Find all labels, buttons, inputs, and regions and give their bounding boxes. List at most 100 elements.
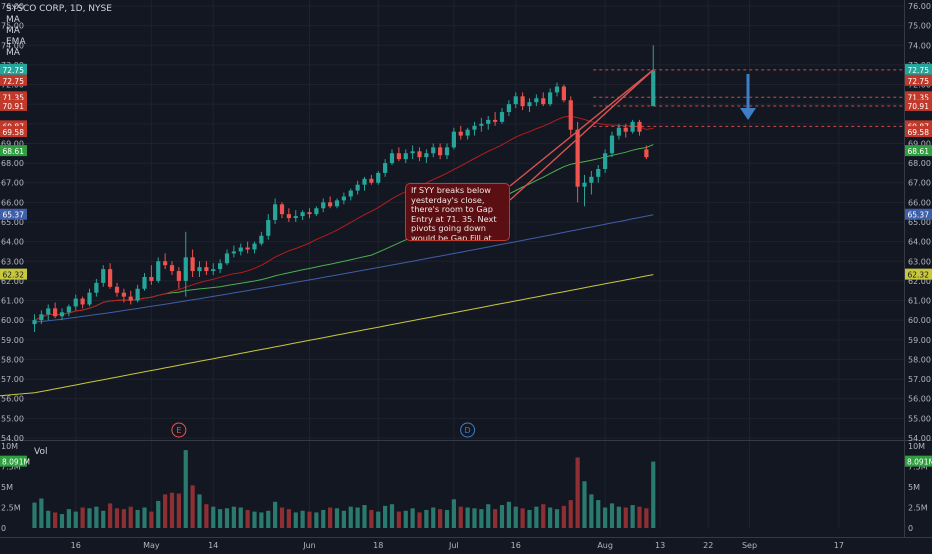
volume-label[interactable]: Vol (34, 447, 48, 457)
price-tick-label: 61.00 (908, 297, 931, 306)
candle-body (121, 292, 126, 297)
volume-bar (527, 509, 532, 528)
volume-bar (293, 512, 298, 528)
volume-bar (616, 506, 621, 528)
volume-bar (259, 512, 264, 528)
candle-body (245, 247, 250, 250)
candle-body (224, 253, 230, 264)
indicator-ma-3[interactable]: MA (6, 48, 20, 58)
volume-bar (328, 507, 333, 528)
candle-body (142, 276, 147, 289)
price-tick-label: 63.00 (908, 257, 931, 266)
candle-body (231, 251, 236, 254)
volume-bar (410, 508, 415, 528)
price-tick-label-left: 61.00 (1, 297, 24, 306)
volume-bar (59, 514, 65, 528)
symbol-title[interactable]: SYSCO CORP, 1D, NYSE (6, 4, 112, 14)
candle-body (451, 131, 456, 148)
candle-body (59, 312, 65, 317)
indicator-ma-2[interactable]: MA (6, 26, 20, 36)
volume-tick-label: 10M (908, 442, 925, 451)
price-tick-label-left: 58.00 (1, 355, 24, 364)
volume-bar (582, 481, 587, 528)
price-badge-left (0, 99, 27, 111)
indicator-ma-1[interactable]: MA (6, 15, 20, 25)
volume-bar (197, 494, 202, 528)
volume-bar (479, 509, 484, 528)
volume-bar (101, 510, 106, 528)
price-badge-right (905, 268, 932, 280)
chart-legend: SYSCO CORP, 1D, NYSE MA MA EMA MA (6, 4, 112, 59)
price-tick-label-left: 76.00 (1, 2, 24, 11)
volume-badge-left-text: 8.091M (2, 458, 30, 467)
candle-body (128, 296, 133, 301)
price-badge-left-text: 70.91 (3, 102, 25, 111)
volume-bar (183, 450, 188, 528)
volume-bar (541, 504, 546, 528)
volume-bar (424, 509, 429, 528)
callout-pointer-line (509, 69, 654, 187)
price-tick-label-left: 64.00 (1, 238, 24, 247)
price-tick-label-left: 57.00 (1, 375, 24, 384)
volume-bar (465, 507, 470, 528)
volume-bar (252, 511, 257, 528)
price-badge-left-text: 65.37 (3, 211, 25, 220)
price-badge-right-text: 71.35 (908, 93, 930, 102)
candle-body (149, 276, 154, 281)
price-badge-right-text: 72.75 (908, 66, 930, 75)
price-tick-label-left: 75.00 (1, 22, 24, 31)
volume-tick-label-left: 2.5M (1, 504, 21, 513)
candle-body (238, 247, 243, 252)
candle-body (609, 135, 615, 154)
volume-bar (32, 502, 37, 528)
candle-body (197, 267, 202, 272)
event-marker (460, 422, 476, 438)
volume-bar (266, 510, 271, 528)
time-tick-label: 17 (834, 541, 844, 550)
volume-bar (369, 509, 374, 528)
price-tick-label: 64.00 (908, 238, 931, 247)
candle-body (623, 127, 628, 132)
event-marker (171, 422, 187, 438)
volume-bar (603, 507, 608, 528)
volume-bar (493, 509, 498, 528)
candle-body (479, 123, 484, 126)
price-tick-label-left: 67.00 (1, 179, 24, 188)
volume-bar (87, 508, 92, 528)
time-tick-label: Sep (742, 541, 757, 550)
volume-bar (334, 508, 340, 528)
candle-body (218, 263, 223, 270)
price-badge-left (0, 91, 27, 103)
volume-bar (218, 509, 223, 528)
time-tick-label: May (143, 541, 160, 550)
candle-body (32, 320, 37, 325)
volume-bar (238, 507, 243, 528)
volume-tick-label-left: 7.5M (1, 463, 21, 472)
price-badge-right (905, 145, 932, 157)
volume-bar (499, 505, 505, 528)
price-badge-left (0, 268, 27, 280)
candle-body (651, 70, 656, 107)
volume-bar (279, 507, 285, 528)
indicator-ema[interactable]: EMA (6, 37, 26, 47)
volume-badge-right-text: 8.091M (907, 458, 932, 467)
candle-body (493, 119, 498, 122)
ma-yellow-line (0, 274, 654, 397)
volume-bar (163, 494, 168, 528)
price-tick-label-left: 63.00 (1, 257, 24, 266)
volume-bar (190, 485, 195, 528)
candle-body (334, 200, 340, 207)
volume-bar (417, 512, 422, 528)
volume-bar (451, 499, 456, 528)
price-tick-label: 57.00 (908, 375, 931, 384)
volume-bar (39, 498, 44, 528)
annotation-callout[interactable]: If SYY breaks below yesterday's close, t… (405, 183, 510, 241)
volume-bar (389, 504, 395, 528)
candle-body (259, 235, 264, 244)
price-badge-left-text: 62.32 (3, 271, 25, 280)
candle-body (644, 149, 649, 158)
volume-bar (321, 509, 326, 528)
candle-body (376, 172, 381, 183)
